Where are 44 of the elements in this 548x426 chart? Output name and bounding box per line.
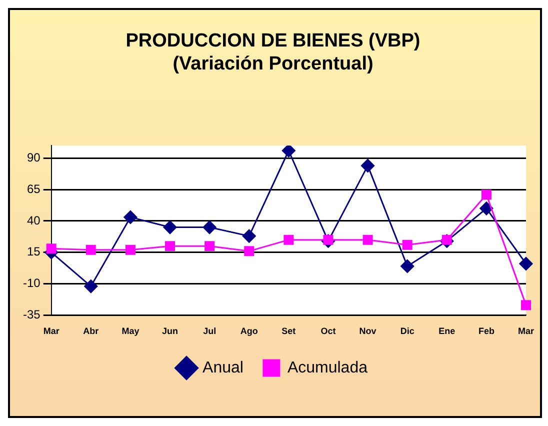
x-tick-label: Abr	[83, 326, 100, 336]
point	[242, 229, 256, 243]
x-tick-label: May	[122, 326, 140, 336]
x-tick-label: Jul	[203, 326, 216, 336]
point	[481, 190, 492, 200]
text: (Variación Porcentual)	[172, 53, 374, 74]
point	[165, 241, 175, 252]
point	[519, 256, 533, 270]
point	[202, 220, 216, 234]
point	[284, 234, 294, 245]
point	[402, 240, 412, 250]
x-tick-label: Ene	[438, 326, 456, 336]
legend-label: Acumulada	[287, 359, 368, 376]
point	[361, 158, 375, 172]
y-tick-label: -10	[23, 276, 41, 290]
y-tick-label: 65	[26, 182, 41, 196]
x-tick-label: Mar	[43, 326, 60, 336]
x-tick-label: Nov	[359, 326, 376, 336]
y-tick-label: -35	[23, 308, 41, 322]
point	[244, 246, 254, 256]
x-tick-label: Feb	[478, 326, 495, 336]
point	[125, 244, 136, 255]
y-tick-label: 15	[26, 244, 41, 259]
x-tick-label: Ago	[240, 326, 258, 336]
point	[46, 244, 56, 254]
y-tick-label: 40	[26, 213, 41, 228]
x-tick-label: Mar	[518, 326, 534, 336]
point	[480, 202, 494, 216]
text: PRODUCCION DE BIENES (VBP)	[126, 30, 420, 52]
y-tick-label: 90	[26, 150, 41, 164]
point	[282, 146, 296, 158]
x-tick-label: Set	[282, 326, 296, 336]
x-tick-label: Oct	[320, 326, 336, 336]
point	[204, 241, 215, 252]
point	[84, 280, 98, 294]
point	[163, 220, 177, 234]
x-tick-label: Dic	[400, 326, 414, 336]
point	[362, 234, 373, 245]
point	[521, 300, 531, 310]
x-tick-label: Jun	[162, 326, 178, 336]
point	[86, 244, 96, 255]
point	[124, 210, 138, 224]
point	[400, 259, 414, 273]
legend-label: Anual	[202, 359, 244, 376]
